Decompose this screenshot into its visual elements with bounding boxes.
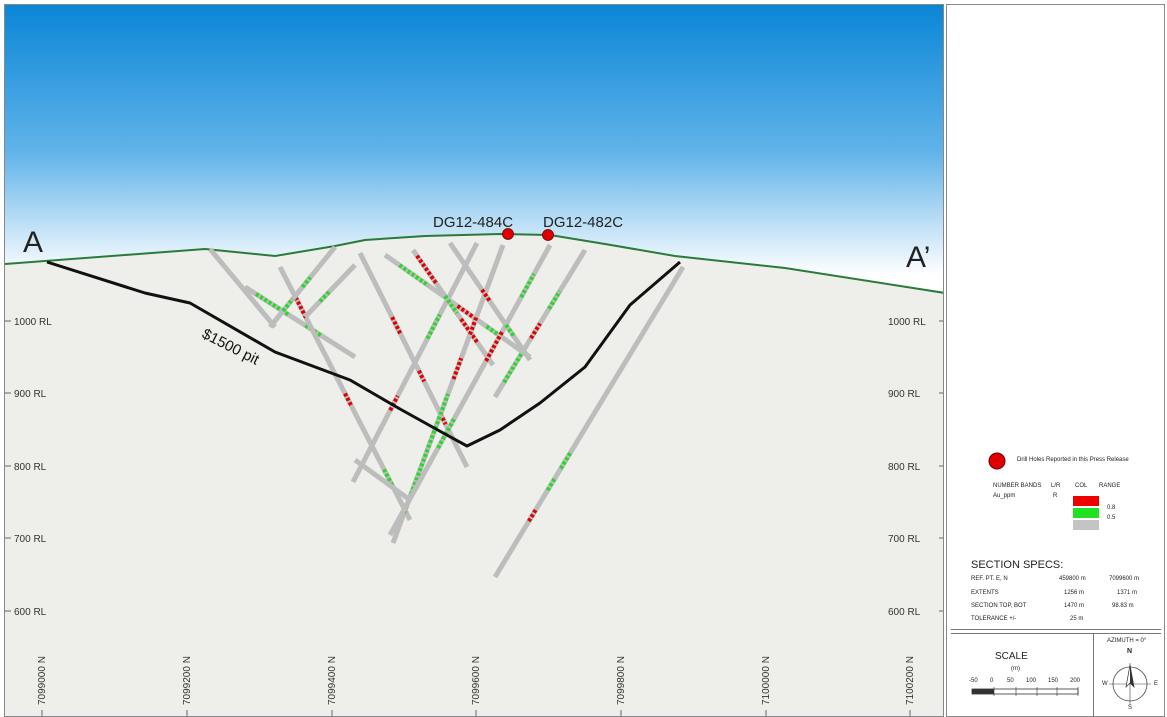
sky-area <box>5 5 943 275</box>
reported-holes-legend-label: Drill Holes Reported in this Press Relea… <box>1017 457 1129 463</box>
panel-divider <box>951 629 1161 630</box>
scale-unit: (m) <box>1011 666 1020 672</box>
northing-label: 7099400 N <box>327 656 338 705</box>
cross-section-view: A A’ DG12-484C DG12-482C $1500 pit 1000 … <box>4 4 944 717</box>
legend-panel: Drill Holes Reported in this Press Relea… <box>946 4 1165 717</box>
spec-value: 7099600 m <box>1109 576 1140 582</box>
cross-section-canvas: A A’ DG12-484C DG12-482C $1500 pit 1000 … <box>5 5 943 716</box>
northing-label: 7099800 N <box>616 656 627 705</box>
compass-west-label: W <box>1102 681 1108 687</box>
azimuth-label: AZIMUTH = 0° <box>1107 638 1147 644</box>
elevation-label: 600 RL <box>888 607 921 618</box>
band-variable: Au_ppm <box>993 493 1016 499</box>
northing-label: 7100200 N <box>905 656 916 705</box>
northing-label: 7099200 N <box>182 656 193 705</box>
northing-tick-marks <box>41 710 911 716</box>
right-elevation-labels: 1000 RL 900 RL 800 RL 700 RL 600 RL <box>888 317 926 618</box>
reported-hole-legend-symbol <box>988 452 1006 470</box>
left-elevation-labels: 1000 RL 900 RL 800 RL 700 RL 600 RL <box>14 317 52 618</box>
northing-labels: 7099000 N 7099200 N 7099400 N 7099600 N … <box>37 656 916 705</box>
reported-collars <box>502 228 554 241</box>
band-range-lower: 0.5 <box>1107 515 1116 521</box>
drill-hole-label-dg12-482c: DG12-482C <box>543 214 623 231</box>
lr-header: L/R <box>1051 483 1061 489</box>
range-header: RANGE <box>1099 483 1121 489</box>
scale-tick-label: 100 <box>1026 678 1037 684</box>
north-arrow-compass-icon <box>1109 663 1151 705</box>
scale-tick-label: 150 <box>1048 678 1059 684</box>
section-start-label: A <box>23 226 43 259</box>
spec-label: EXTENTS <box>971 590 999 596</box>
scale-compass-divider <box>1093 633 1094 717</box>
ground-area <box>5 234 943 716</box>
section-specs-title: SECTION SPECS: <box>971 559 1064 571</box>
compass-south-label: S <box>1128 705 1133 711</box>
drill-hole-traces <box>208 241 686 579</box>
spec-value: 1256 m <box>1064 590 1085 596</box>
collar-marker-dg12-484c[interactable] <box>502 228 514 240</box>
elevation-label: 1000 RL <box>888 317 926 328</box>
scale-tick-label: 0 <box>990 678 994 684</box>
scale-title: SCALE <box>995 651 1028 662</box>
spec-value: 1371 m <box>1117 590 1138 596</box>
number-bands-header: NUMBER BANDS <box>993 483 1042 489</box>
pit-shell-line <box>46 260 681 448</box>
collar-marker-dg12-482c[interactable] <box>542 229 554 241</box>
elevation-label: 700 RL <box>888 534 921 545</box>
legend-swatch-green <box>1073 508 1099 518</box>
legend-swatch-grey <box>1073 520 1099 530</box>
elevation-label: 800 RL <box>888 462 921 473</box>
scale-bar <box>971 687 1079 696</box>
drill-hole-label-dg12-484c: DG12-484C <box>433 214 513 231</box>
northing-label: 7100000 N <box>761 656 772 705</box>
elevation-tick-marks <box>5 320 943 612</box>
band-range-upper: 0.8 <box>1107 505 1116 511</box>
topography-line <box>5 232 943 294</box>
band-lr-value: R <box>1053 493 1058 499</box>
compass-north-label: N <box>1127 648 1133 655</box>
elevation-label: 900 RL <box>14 389 47 400</box>
spec-value: 459800 m <box>1059 576 1086 582</box>
legend-swatch-red <box>1073 496 1099 506</box>
spec-value: 1470 m <box>1064 603 1085 609</box>
spec-label: REF. PT. E, N <box>971 576 1008 582</box>
section-end-label: A’ <box>906 241 930 274</box>
scale-tick-label: -50 <box>969 678 978 684</box>
northing-label: 7099000 N <box>37 656 48 705</box>
elevation-label: 1000 RL <box>14 317 52 328</box>
scale-tick-label: 50 <box>1007 678 1014 684</box>
panel-divider <box>951 633 1161 634</box>
elevation-label: 900 RL <box>888 389 921 400</box>
scale-tick-label: 200 <box>1070 678 1081 684</box>
spec-value: 25 m <box>1070 616 1084 622</box>
col-header: COL <box>1075 483 1088 489</box>
spec-label: TOLERANCE +/- <box>971 616 1017 622</box>
elevation-label: 600 RL <box>14 607 47 618</box>
spec-value: 98.83 m <box>1112 603 1134 609</box>
elevation-label: 800 RL <box>14 462 47 473</box>
spec-label: SECTION TOP, BOT <box>971 603 1027 609</box>
northing-label: 7099600 N <box>471 656 482 705</box>
elevation-label: 700 RL <box>14 534 47 545</box>
compass-east-label: E <box>1154 681 1159 687</box>
